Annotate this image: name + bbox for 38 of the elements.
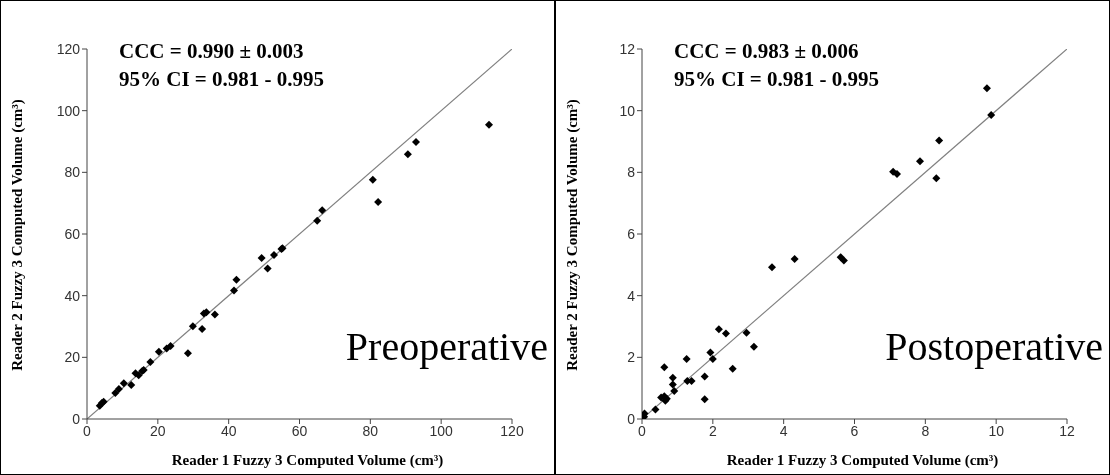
y-tick-label: 12	[619, 40, 636, 57]
annotation: Preoperative	[345, 324, 548, 369]
x-tick-label: 80	[362, 422, 379, 439]
y-axis-title: Reader 2 Fuzzy 3 Computed Volume (cm³)	[563, 99, 580, 371]
x-tick-label: 4	[779, 422, 788, 439]
x-tick-label: 100	[429, 422, 454, 439]
y-tick-label: 60	[64, 225, 81, 242]
annotation: 95% CI = 0.981 - 0.995	[119, 67, 325, 91]
y-tick-label: 80	[64, 164, 81, 181]
x-tick-label: 120	[500, 422, 524, 439]
x-tick-label: 0	[638, 422, 647, 439]
annotation: Postoperative	[885, 324, 1103, 369]
x-axis-title: Reader 1 Fuzzy 3 Computed Volume (cm³)	[726, 452, 999, 468]
annotation: CCC = 0.990 ± 0.003	[119, 39, 304, 63]
annotation: CCC = 0.983 ± 0.006	[674, 39, 859, 63]
y-tick-label: 2	[627, 349, 636, 366]
y-tick-label: 100	[56, 102, 81, 119]
annotation: 95% CI = 0.981 - 0.995	[674, 67, 880, 91]
y-tick-label: 0	[627, 410, 636, 427]
x-tick-label: 2	[708, 422, 717, 439]
y-tick-label: 20	[64, 349, 81, 366]
x-tick-label: 60	[291, 422, 308, 439]
y-tick-label: 4	[627, 287, 636, 304]
y-tick-label: 8	[627, 164, 636, 181]
x-axis-title: Reader 1 Fuzzy 3 Computed Volume (cm³)	[171, 452, 444, 468]
x-tick-label: 0	[83, 422, 92, 439]
y-axis-title: Reader 2 Fuzzy 3 Computed Volume (cm³)	[8, 99, 25, 371]
x-tick-label: 6	[850, 422, 859, 439]
x-tick-label: 8	[921, 422, 930, 439]
x-tick-label: 20	[150, 422, 166, 439]
x-tick-label: 12	[1059, 422, 1075, 439]
x-tick-label: 40	[220, 422, 237, 439]
y-tick-label: 0	[72, 410, 81, 427]
y-tick-label: 40	[64, 287, 81, 304]
x-tick-label: 10	[988, 422, 1005, 439]
y-tick-label: 10	[619, 102, 636, 119]
y-tick-label: 120	[56, 40, 81, 57]
y-tick-label: 6	[627, 225, 636, 242]
